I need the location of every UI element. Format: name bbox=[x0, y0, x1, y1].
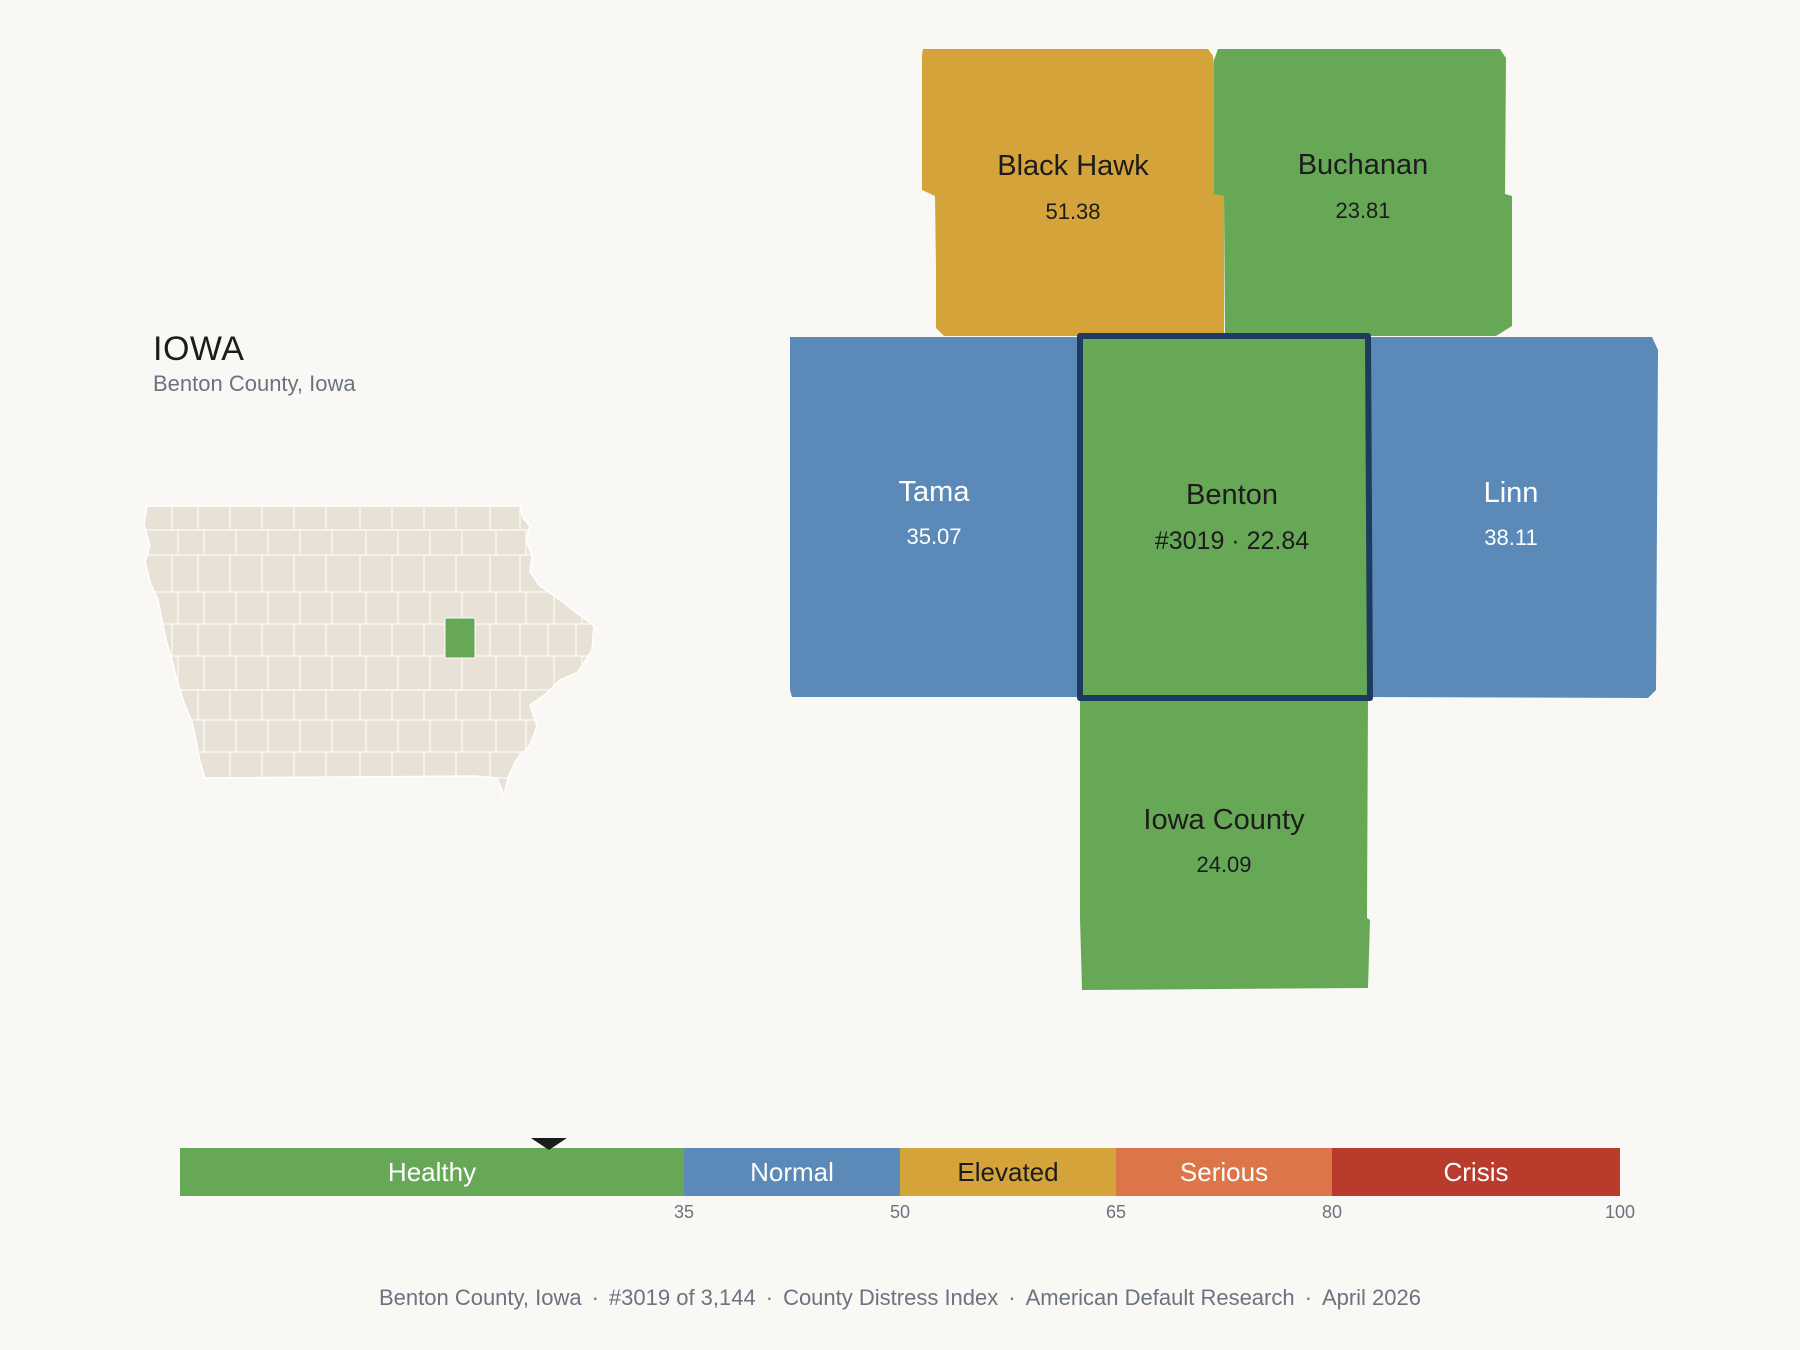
scale-tick-80: 80 bbox=[1322, 1202, 1342, 1222]
scale-label-normal: Normal bbox=[750, 1157, 834, 1187]
county-score-iowa-county: 24.09 bbox=[1196, 852, 1251, 877]
scale-band-crisis bbox=[1332, 1148, 1620, 1196]
county-score-buchanan: 23.81 bbox=[1335, 198, 1390, 223]
county-tama[interactable]: Tama 35.07 bbox=[790, 337, 1078, 697]
neighbor-county-map: Black Hawk 51.38 Buchanan 23.81 Tama 35.… bbox=[790, 49, 1658, 990]
scale-band-serious bbox=[1116, 1148, 1332, 1196]
distress-scale-legend: Healthy Normal Elevated Serious Crisis 35 50 6… bbox=[180, 1138, 1635, 1222]
county-black-hawk[interactable]: Black Hawk 51.38 bbox=[922, 49, 1224, 336]
county-subtitle: Benton County, Iowa bbox=[153, 371, 356, 396]
footer-publisher: American Default Research bbox=[1025, 1285, 1295, 1310]
scale-label-healthy: Healthy bbox=[388, 1157, 476, 1187]
county-name-buchanan: Buchanan bbox=[1298, 149, 1429, 181]
footer-credits: Benton County, Iowa · #3019 of 3,144 · Count… bbox=[378, 1285, 1422, 1310]
footer-date: April 2026 bbox=[1321, 1285, 1422, 1310]
county-score-linn: 38.11 bbox=[1484, 525, 1537, 550]
scale-tick-50: 50 bbox=[890, 1202, 910, 1222]
county-buchanan[interactable]: Buchanan 23.81 bbox=[1214, 49, 1512, 336]
footer-county: Benton County, Iowa bbox=[378, 1285, 582, 1310]
scale-label-serious: Serious bbox=[1180, 1157, 1268, 1187]
county-name-iowa-county: Iowa County bbox=[1143, 804, 1305, 836]
focus-county-name: Benton bbox=[1186, 479, 1278, 511]
county-score-tama: 35.07 bbox=[906, 524, 961, 549]
county-iowa-county[interactable]: Iowa County 24.09 bbox=[1080, 698, 1370, 990]
footer-index-name: County Distress Index bbox=[783, 1285, 999, 1310]
scale-tick-100: 100 bbox=[1605, 1202, 1635, 1222]
scale-tick-65: 65 bbox=[1106, 1202, 1126, 1222]
benton-locator-highlight bbox=[444, 617, 476, 659]
iowa-locator-map bbox=[143, 505, 595, 798]
scale-band-elevated bbox=[900, 1148, 1116, 1196]
county-name-tama: Tama bbox=[899, 476, 971, 508]
county-name-linn: Linn bbox=[1484, 477, 1539, 509]
county-score-black-hawk: 51.38 bbox=[1045, 199, 1100, 224]
state-title: IOWA bbox=[153, 330, 245, 368]
footer-rank: #3019 of 3,144 bbox=[608, 1285, 756, 1310]
score-marker-triangle bbox=[530, 1138, 567, 1150]
scale-tick-35: 35 bbox=[674, 1202, 694, 1222]
scale-label-elevated: Elevated bbox=[957, 1157, 1058, 1187]
scale-band-normal bbox=[684, 1148, 900, 1196]
county-benton-focus[interactable]: Benton #3019 · 22.84 bbox=[1077, 333, 1373, 701]
county-linn[interactable]: Linn 38.11 bbox=[1368, 337, 1658, 698]
focus-county-rank-score: #3019 · 22.84 bbox=[1155, 527, 1309, 555]
scale-label-crisis: Crisis bbox=[1444, 1157, 1509, 1187]
county-name-black-hawk: Black Hawk bbox=[997, 150, 1149, 182]
scale-band-healthy bbox=[180, 1148, 684, 1196]
